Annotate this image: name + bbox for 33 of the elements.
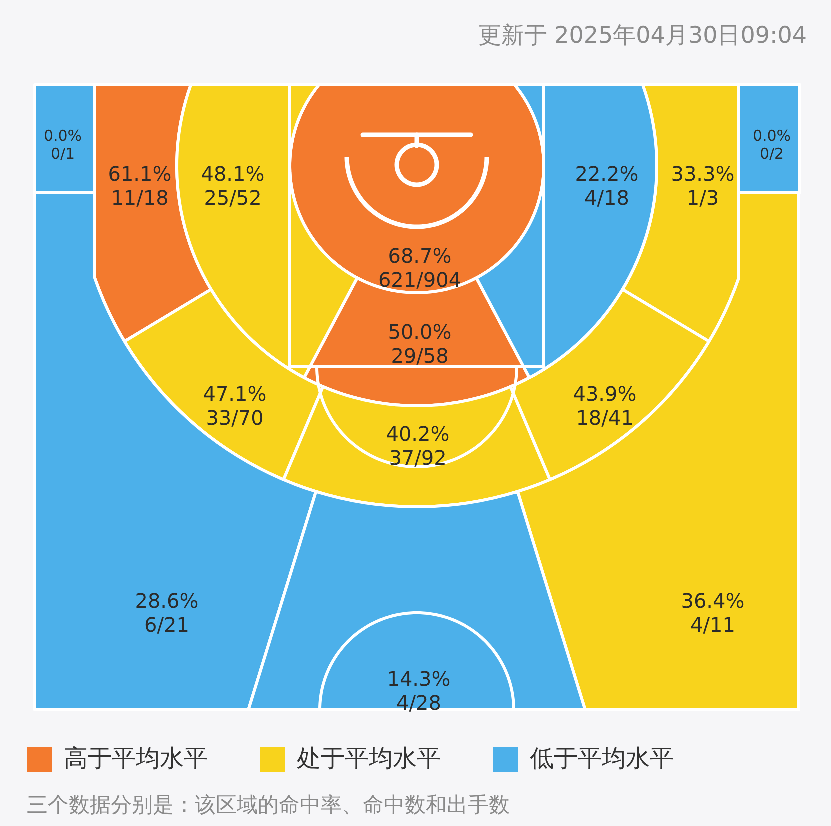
category-label: 4/11 [690, 613, 736, 637]
category-label: 0/1 [50, 145, 76, 163]
data-label: 47.1% [203, 382, 267, 406]
category-label: 29/58 [391, 344, 449, 368]
category-label: 621/904 [378, 268, 462, 292]
category-label: 18/41 [576, 406, 634, 430]
category-label: 11/18 [111, 186, 169, 210]
category-label: 0/2 [760, 145, 784, 163]
data-label: 0.0% [752, 127, 792, 145]
data-label: 14.3% [387, 667, 451, 691]
data-label: 36.4% [681, 589, 745, 613]
category-label: 33/70 [206, 406, 264, 430]
category-label: 1/3 [686, 186, 720, 210]
category-label: 4/18 [584, 186, 630, 210]
data-label: 33.3% [671, 162, 735, 186]
data-label: 40.2% [386, 422, 450, 446]
data-label: 68.7% [388, 244, 452, 268]
data-label: 61.1% [108, 162, 172, 186]
data-label: 28.6% [135, 589, 199, 613]
data-label: 0.0% [44, 127, 82, 145]
category-label: 37/92 [389, 446, 447, 470]
data-label: 22.2% [575, 162, 639, 186]
legend-label: 处于平均水平 [297, 744, 441, 772]
data-label: 48.1% [201, 162, 265, 186]
legend-label: 低于平均水平 [530, 744, 674, 772]
category-label: 6/21 [144, 613, 190, 637]
data-label: 43.9% [573, 382, 637, 406]
data-label: 50.0% [388, 320, 452, 344]
category-label: 4/28 [396, 691, 442, 715]
text: 更新于 2025年04月30日09:04 [478, 23, 807, 49]
category-label: 25/52 [204, 186, 262, 210]
text: 三个数据分别是：该区域的命中率、命中数和出手数 [27, 793, 510, 817]
legend-label: 高于平均水平 [64, 744, 208, 772]
